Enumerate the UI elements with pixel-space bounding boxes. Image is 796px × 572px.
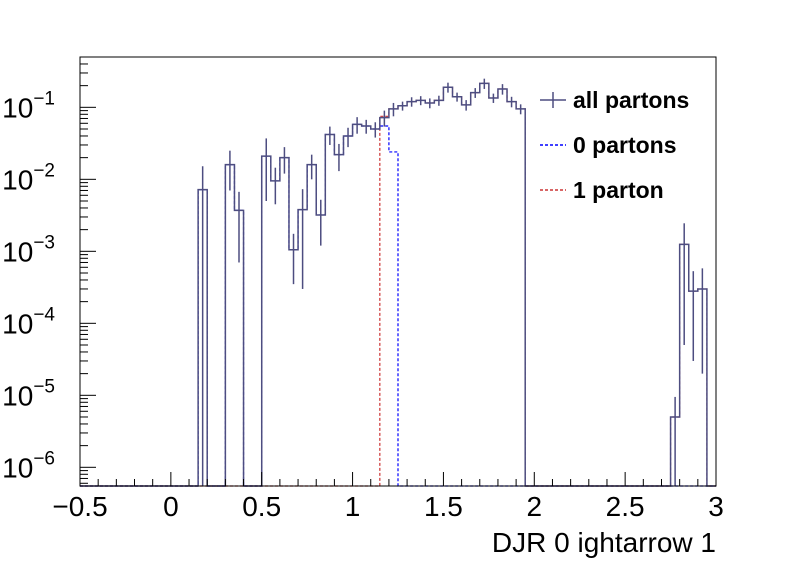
legend-label: all partons: [573, 87, 689, 113]
x-tick-label: 3: [708, 491, 724, 522]
x-tick-label: 2.5: [606, 491, 645, 522]
legend-entry-1-parton: 1 parton: [540, 177, 664, 203]
x-tick-label: 0: [163, 491, 179, 522]
legend-label: 0 partons: [573, 132, 677, 158]
y-tick-label: 10−4: [2, 304, 55, 339]
legend: all partons 0 partons 1 parton: [540, 87, 689, 203]
y-axis: 10−6 10−5 10−4 10−3 10−2 10−1: [2, 56, 96, 484]
x-tick-label: 1.5: [424, 491, 463, 522]
y-tick-label: 10−1: [2, 88, 55, 123]
x-tick-label: 1: [345, 491, 361, 522]
legend-entry-all-partons: all partons: [540, 87, 689, 113]
x-axis: −0.5 0 0.5 1 1.5 2 2.5 3: [52, 472, 724, 522]
x-axis-title: DJR 0 ightarrow 1: [492, 527, 716, 558]
y-tick-label: 10−2: [2, 160, 55, 195]
x-tick-label: 2: [526, 491, 542, 522]
plot-frame: [79, 56, 717, 487]
y-tick-label: 10−6: [2, 448, 55, 483]
legend-entry-0-partons: 0 partons: [540, 132, 677, 158]
x-tick-label: −0.5: [52, 491, 107, 522]
x-tick-label: 0.5: [242, 491, 281, 522]
y-tick-label: 10−3: [2, 232, 55, 267]
y-tick-label: 10−5: [2, 376, 55, 411]
legend-label: 1 parton: [573, 177, 664, 203]
